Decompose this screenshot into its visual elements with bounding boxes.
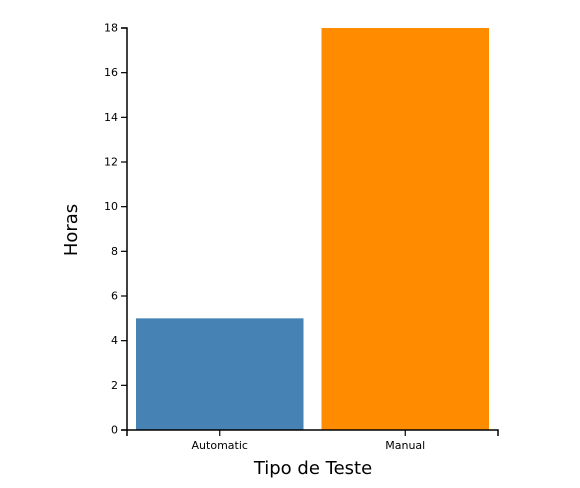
- x-axis-line: [126, 429, 499, 436]
- y-tick-label: 18: [104, 22, 118, 35]
- y-tick-label: 6: [111, 290, 118, 303]
- bar-manual: [321, 28, 489, 430]
- y-tick-label: 0: [111, 424, 118, 437]
- x-tick-label: Automatic: [192, 439, 248, 452]
- y-tick-label: 16: [104, 66, 118, 79]
- y-axis-line: [121, 27, 128, 431]
- y-tick-label: 4: [111, 334, 118, 347]
- x-axis-title: Tipo de Teste: [253, 458, 372, 479]
- y-axis-title: Horas: [61, 204, 82, 256]
- bars-layer: [136, 28, 489, 430]
- y-axis: 0 2 4 6 8 10 12 14 16 18: [104, 22, 128, 437]
- y-tick-label: 2: [111, 379, 118, 392]
- y-tick-label: 14: [104, 111, 118, 124]
- bar-automatic: [136, 318, 304, 430]
- y-tick-label: 10: [104, 200, 118, 213]
- x-axis: Automatic Manual: [126, 429, 499, 452]
- y-tick-label: 8: [111, 245, 118, 258]
- x-tick-label: Manual: [385, 439, 425, 452]
- y-tick-label: 12: [104, 156, 118, 169]
